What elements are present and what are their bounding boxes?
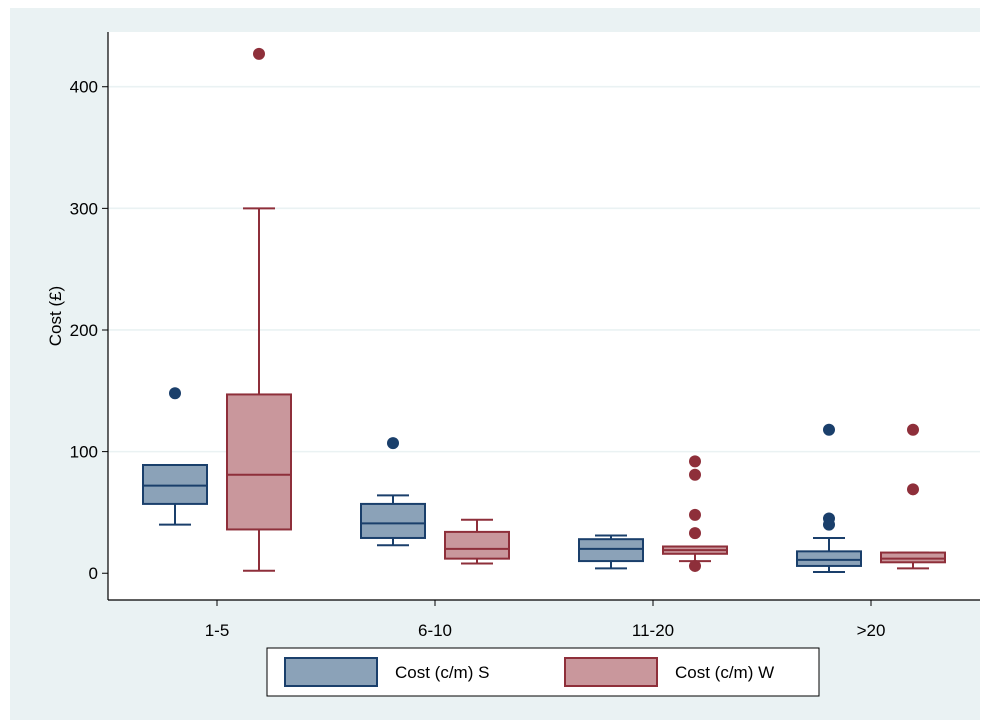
chart-frame: 0 100 200 300 400 1-5 6-10 11-20 >20 Cost (£) C… [10,8,980,720]
box-s-1 [360,437,426,547]
x-tick-label: 6-10 [418,621,452,640]
outlier-point [689,468,701,481]
box-w-2 [662,455,728,572]
iqr-box [444,530,510,560]
box-s-2 [578,534,644,570]
box-w-3 [880,423,946,570]
outlier-point [823,512,835,525]
outlier-point [907,483,919,496]
outlier-point [907,423,919,436]
legend-label-0: Cost (c/m) S [395,663,489,682]
outlier-point [169,387,181,400]
x-axis-ticks: 1-5 6-10 11-20 >20 [205,600,886,640]
legend-swatch-1 [564,657,658,687]
y-tick-label: 200 [70,321,98,340]
outlier-point [689,455,701,468]
y-axis-ticks: 0 100 200 300 400 [70,78,108,583]
iqr-box [796,550,862,567]
legend-swatch-0 [284,657,378,687]
box-series [142,47,946,574]
outlier-point [387,437,399,450]
outlier-point [823,423,835,436]
box-s-3 [796,423,862,574]
outlier-point [253,47,265,60]
y-tick-label: 300 [70,199,98,218]
box-w-0 [226,47,292,572]
iqr-box [142,463,208,505]
y-axis-title: Cost (£) [46,286,65,346]
outlier-point [689,508,701,521]
x-tick-label: >20 [857,621,886,640]
legend: Cost (c/m) S Cost (c/m) W [266,647,820,697]
legend-label-1: Cost (c/m) W [675,663,774,682]
y-tick-label: 100 [70,443,98,462]
iqr-box [880,551,946,564]
x-tick-label: 11-20 [632,621,674,640]
box-s-0 [142,387,208,526]
box-plot-chart: 0 100 200 300 400 1-5 6-10 11-20 >20 Cost (£) C… [46,32,980,697]
iqr-box [578,538,644,563]
outlier-point [689,559,701,572]
iqr-box [360,502,426,539]
iqr-box [226,393,292,531]
y-tick-label: 400 [70,78,98,97]
box-w-1 [444,518,510,565]
outlier-point [689,527,701,540]
y-tick-label: 0 [89,564,98,583]
x-tick-label: 1-5 [205,621,230,640]
